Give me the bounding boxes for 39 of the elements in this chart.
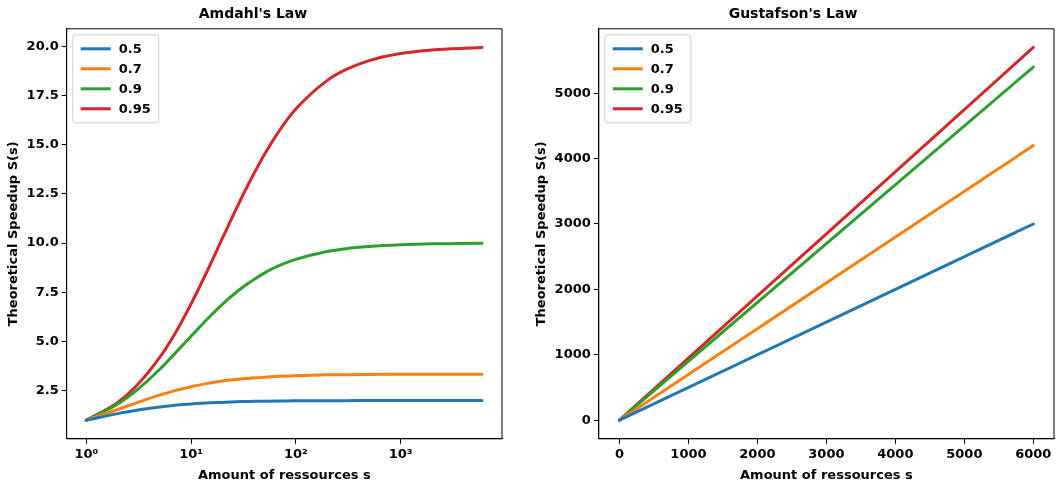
x-axis-title: Amount of ressources s (197, 466, 371, 482)
legend-label: 0.5 (650, 41, 674, 57)
legend-label: 0.95 (118, 101, 151, 117)
x-tick-label: 10² (283, 445, 308, 461)
x-tick-label: 1000 (670, 445, 707, 461)
chart-title: Gustafson's Law (728, 5, 858, 22)
y-tick-label: 4000 (554, 149, 591, 165)
x-tick-label: 3000 (808, 445, 845, 461)
y-tick-label: 3000 (554, 215, 591, 231)
x-tick-label: 6000 (1015, 445, 1052, 461)
chart-title: Amdahl's Law (198, 5, 308, 22)
x-axis-title: Amount of ressources s (740, 466, 914, 482)
legend-label: 0.9 (650, 81, 674, 97)
y-tick-label: 0 (581, 411, 591, 427)
x-tick-label: 10³ (388, 445, 413, 461)
x-tick-label: 5000 (946, 445, 983, 461)
legend-label: 0.7 (118, 61, 142, 77)
legend-label: 0.5 (118, 41, 142, 57)
y-tick-label: 5000 (554, 84, 591, 100)
y-tick-label: 7.5 (35, 283, 59, 299)
y-tick-label: 2000 (554, 280, 591, 296)
y-tick-label: 10.0 (26, 234, 59, 250)
legend-label: 0.95 (650, 101, 683, 117)
legend-label: 0.7 (650, 61, 674, 77)
y-tick-label: 20.0 (26, 37, 59, 53)
x-tick-label: 0 (614, 445, 624, 461)
y-axis-title: Theoretical Speedup S(s) (5, 141, 21, 327)
y-tick-label: 15.0 (26, 136, 59, 152)
y-tick-label: 12.5 (26, 185, 59, 201)
x-tick-label: 10⁰ (74, 445, 99, 461)
x-tick-label: 2000 (739, 445, 776, 461)
y-tick-label: 5.0 (35, 332, 59, 348)
y-tick-label: 2.5 (35, 381, 59, 397)
legend-label: 0.9 (118, 81, 142, 97)
x-tick-label: 10¹ (179, 445, 203, 461)
y-axis-title: Theoretical Speedup S(s) (533, 141, 549, 327)
y-tick-label: 17.5 (26, 86, 59, 102)
x-tick-label: 4000 (877, 445, 914, 461)
y-tick-label: 1000 (554, 346, 591, 362)
